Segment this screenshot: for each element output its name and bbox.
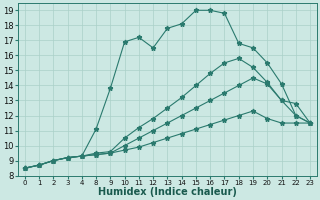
X-axis label: Humidex (Indice chaleur): Humidex (Indice chaleur) [98, 187, 237, 197]
